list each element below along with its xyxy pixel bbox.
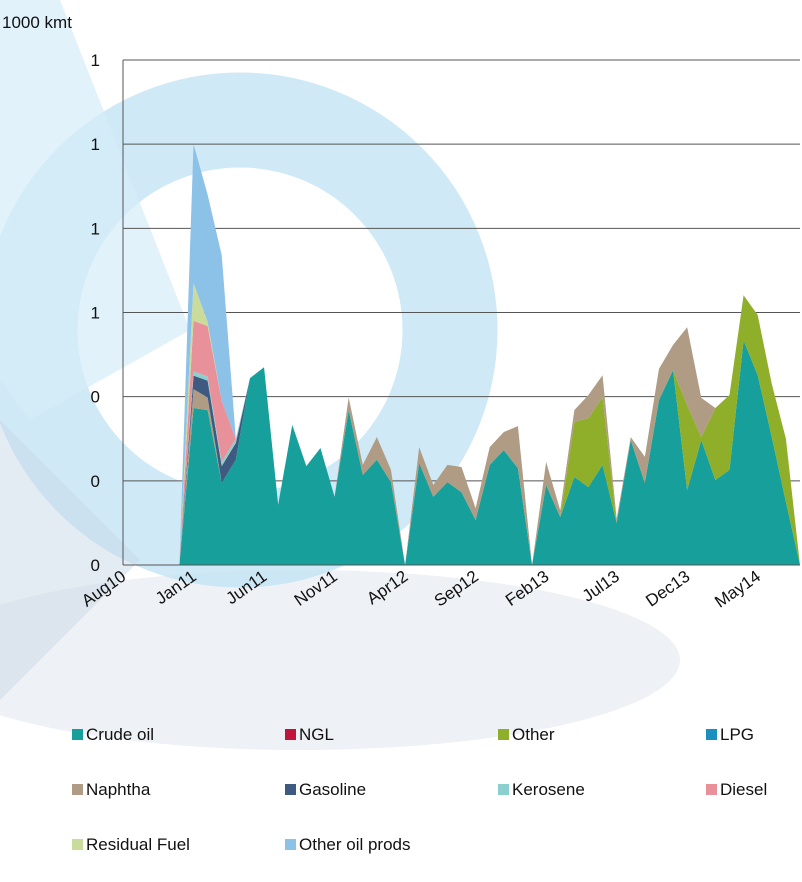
y-tick-label: 1 [91,51,100,70]
chart: 1000 kmt 0001111Aug10Jan11Jun11Nov11Apr1… [0,0,802,877]
y-tick-label: 1 [91,219,100,238]
legend-swatch [498,784,509,795]
legend-swatch [498,729,509,740]
legend-label: Crude oil [86,725,154,744]
y-tick-label: 0 [91,388,100,407]
legend-label: Other oil prods [299,835,411,854]
legend-swatch [285,839,296,850]
legend-label: LPG [720,725,754,744]
legend-label: NGL [299,725,334,744]
y-tick-label: 0 [91,556,100,575]
legend-label: Naphtha [86,780,151,799]
legend-label: Diesel [720,780,767,799]
legend-swatch [285,784,296,795]
y-tick-label: 1 [91,304,100,323]
legend-label: Residual Fuel [86,835,190,854]
legend-swatch [706,784,717,795]
legend-label: Gasoline [299,780,366,799]
legend-swatch [72,784,83,795]
y-axis-label: 1000 kmt [2,13,72,32]
legend-swatch [72,839,83,850]
legend-swatch [72,729,83,740]
y-tick-label: 1 [91,135,100,154]
legend-swatch [285,729,296,740]
legend-label: Kerosene [512,780,585,799]
legend-swatch [706,729,717,740]
y-tick-label: 0 [91,472,100,491]
legend-label: Other [512,725,555,744]
